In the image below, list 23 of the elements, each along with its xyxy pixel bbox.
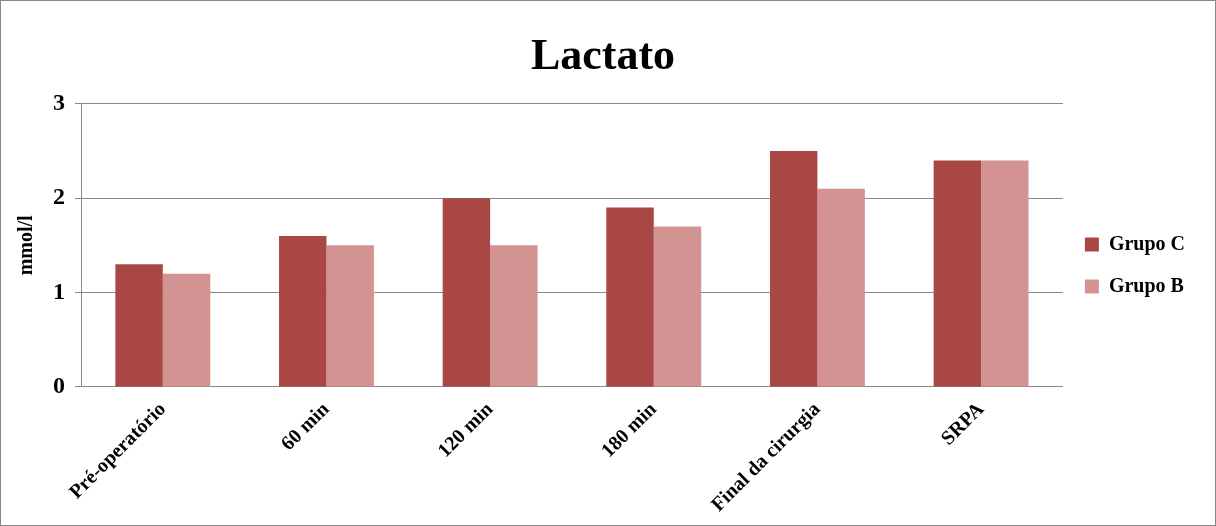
bar [606,207,654,387]
bar [115,264,163,387]
bar [981,160,1029,387]
x-tick-label: 180 min [596,397,661,462]
bar [653,226,702,387]
bar [279,235,327,387]
x-tick-label: 120 min [432,397,497,462]
bar [817,188,865,387]
y-tick-label: 0 [53,372,65,399]
bar [162,273,211,387]
legend-label: Grupo B [1108,273,1184,297]
bar [490,245,538,387]
x-tick-label: 60 min [276,397,333,455]
bar [326,245,374,387]
y-tick-label: 1 [53,277,65,304]
legend-label: Grupo C [1108,231,1185,255]
y-tick-label: 2 [53,183,65,210]
bar [442,198,491,387]
chart-title: Lactato [530,29,676,79]
bar [769,150,818,387]
y-tick-label: 3 [53,89,65,115]
y-axis-title: mmol/l [14,214,37,276]
bar [933,160,982,387]
